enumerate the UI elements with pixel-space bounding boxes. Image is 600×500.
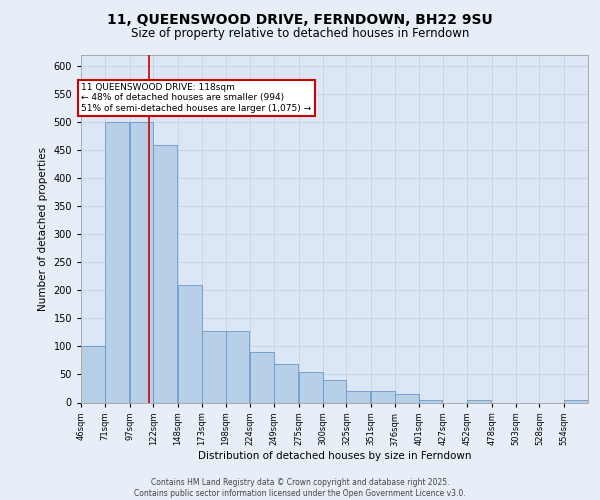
- Bar: [153, 144, 177, 402]
- Bar: [346, 392, 370, 402]
- Bar: [371, 392, 395, 402]
- Bar: [467, 400, 491, 402]
- Bar: [130, 122, 153, 402]
- Bar: [226, 331, 250, 402]
- Bar: [395, 394, 419, 402]
- Bar: [419, 400, 442, 402]
- Text: Size of property relative to detached houses in Ferndown: Size of property relative to detached ho…: [131, 28, 469, 40]
- Bar: [564, 400, 588, 402]
- Text: 11, QUEENSWOOD DRIVE, FERNDOWN, BH22 9SU: 11, QUEENSWOOD DRIVE, FERNDOWN, BH22 9SU: [107, 12, 493, 26]
- Bar: [105, 122, 128, 402]
- Bar: [250, 352, 274, 403]
- Bar: [274, 364, 298, 403]
- Text: Contains HM Land Registry data © Crown copyright and database right 2025.
Contai: Contains HM Land Registry data © Crown c…: [134, 478, 466, 498]
- Bar: [202, 331, 226, 402]
- Text: 11 QUEENSWOOD DRIVE: 118sqm
← 48% of detached houses are smaller (994)
51% of se: 11 QUEENSWOOD DRIVE: 118sqm ← 48% of det…: [82, 83, 311, 113]
- Y-axis label: Number of detached properties: Number of detached properties: [38, 146, 48, 311]
- Bar: [323, 380, 346, 402]
- Bar: [299, 372, 323, 402]
- Bar: [178, 285, 202, 403]
- Bar: [81, 346, 105, 403]
- X-axis label: Distribution of detached houses by size in Ferndown: Distribution of detached houses by size …: [198, 451, 471, 461]
